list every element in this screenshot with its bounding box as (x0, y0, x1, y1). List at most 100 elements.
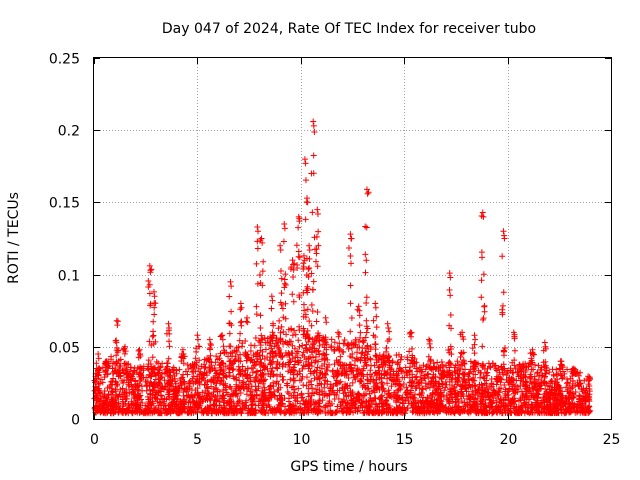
data-point (528, 366, 535, 373)
data-point (347, 282, 354, 289)
data-point (259, 370, 266, 377)
data-point (382, 361, 389, 368)
data-point (542, 358, 549, 365)
data-point (507, 378, 514, 385)
data-point (520, 399, 527, 406)
data-point (396, 404, 403, 411)
data-point (446, 270, 453, 277)
data-point (571, 369, 578, 376)
data-point (243, 353, 250, 360)
data-point (542, 386, 549, 393)
data-point (169, 407, 176, 414)
data-point (242, 337, 249, 344)
data-point (494, 409, 501, 416)
data-point (212, 379, 219, 386)
data-point (99, 393, 106, 400)
data-point (292, 407, 299, 414)
data-point (230, 373, 237, 380)
data-point (368, 373, 375, 380)
data-point (299, 409, 306, 416)
data-point (180, 392, 187, 399)
data-point (132, 409, 139, 416)
data-point (123, 361, 130, 368)
data-point (311, 128, 318, 135)
data-point (222, 363, 229, 370)
data-point (253, 260, 260, 267)
data-point (104, 371, 111, 378)
data-point (266, 403, 273, 410)
data-point (419, 397, 426, 404)
data-point (558, 397, 565, 404)
data-point (530, 351, 537, 358)
data-point (237, 405, 244, 412)
data-point (500, 289, 507, 296)
data-point (162, 402, 169, 409)
data-point (334, 367, 341, 374)
data-point (226, 293, 233, 300)
data-point (226, 365, 233, 372)
data-point (194, 332, 201, 339)
data-point (522, 368, 529, 375)
data-point (301, 401, 308, 408)
data-point (299, 394, 306, 401)
data-point (306, 247, 313, 254)
data-point (361, 390, 368, 397)
data-point (111, 368, 118, 375)
data-point (93, 384, 100, 391)
data-point (396, 382, 403, 389)
data-point (278, 275, 285, 282)
data-point (384, 394, 391, 401)
data-point (268, 368, 275, 375)
data-point (206, 336, 213, 343)
data-point (341, 385, 348, 392)
data-point (163, 330, 170, 337)
data-point (193, 348, 200, 355)
data-point (464, 401, 471, 408)
data-point (348, 365, 355, 372)
data-point (355, 303, 362, 310)
data-point (510, 395, 517, 402)
data-point (426, 336, 433, 343)
data-point (383, 344, 390, 351)
data-point (208, 378, 215, 385)
data-point (242, 352, 249, 359)
data-point (185, 399, 192, 406)
data-point (172, 385, 179, 392)
data-point (367, 356, 374, 363)
data-point (413, 384, 420, 391)
data-point (435, 380, 442, 387)
data-point (426, 340, 433, 347)
data-point (268, 305, 275, 312)
data-point (541, 406, 548, 413)
data-point (294, 348, 301, 355)
data-point (126, 382, 133, 389)
data-point (335, 345, 342, 352)
data-point (454, 358, 461, 365)
data-point (447, 274, 454, 281)
data-point (236, 377, 243, 384)
data-point (260, 377, 267, 384)
data-point (282, 271, 289, 278)
data-point (321, 344, 328, 351)
data-point (495, 404, 502, 411)
data-point (243, 318, 250, 325)
data-point (403, 370, 410, 377)
data-point (362, 223, 369, 230)
data-point (329, 387, 336, 394)
data-point (302, 177, 309, 184)
data-point (338, 405, 345, 412)
data-point (352, 336, 359, 343)
data-point (130, 375, 137, 382)
data-point (527, 379, 534, 386)
data-point (370, 317, 377, 324)
data-point (214, 356, 221, 363)
data-point (268, 293, 275, 300)
data-point (456, 374, 463, 381)
data-point (549, 366, 556, 373)
data-point (270, 372, 277, 379)
data-point (375, 367, 382, 374)
data-point (313, 250, 320, 257)
data-point (234, 393, 241, 400)
data-point (130, 383, 137, 390)
data-point (564, 379, 571, 386)
